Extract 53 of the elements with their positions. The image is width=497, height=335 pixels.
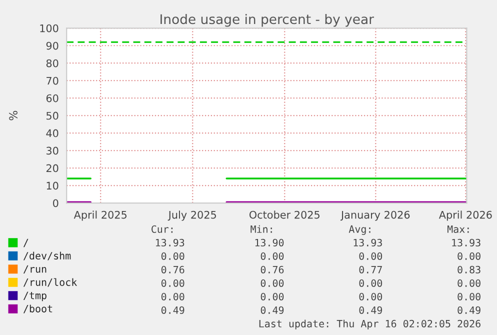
- text: Cur:: [152, 225, 173, 233]
- legend-label: /: [23, 238, 28, 248]
- text: Avg:: [348, 225, 370, 235]
- text: 13.93: [354, 238, 382, 246]
- text: 0.00: [161, 279, 184, 287]
- x-tick-label: July 2025: [168, 210, 216, 221]
- text: 0.49: [458, 306, 480, 314]
- y-tick-label: 60: [46, 94, 58, 102]
- text: 0.00: [161, 252, 184, 260]
- text: 0.00: [458, 279, 480, 287]
- text: 13.90: [255, 238, 284, 246]
- text: 0.00: [458, 292, 480, 300]
- chart-title: Inode usage in percent - by year: [160, 14, 374, 27]
- text: 13.93: [452, 238, 480, 246]
- x-tick-label: April 2025: [74, 210, 127, 221]
- legend-label: /run/lock: [23, 278, 78, 287]
- text: 0.00: [359, 292, 382, 300]
- y-tick-label: 50: [46, 112, 58, 120]
- y-tick-label: 80: [46, 59, 58, 68]
- y-axis-title: %: [9, 110, 18, 120]
- text: Last update: Thu Apr 16 02:02:05 2026: [259, 320, 480, 330]
- y-tick-label: 30: [46, 146, 58, 155]
- text: 0.76: [161, 266, 184, 274]
- x-tick-label: April 2026: [438, 210, 492, 221]
- text: 13.93: [156, 238, 184, 246]
- text: 0.00: [359, 252, 382, 260]
- text: 0.00: [260, 292, 284, 300]
- legend-label: /tmp: [23, 292, 46, 302]
- text: 0.00: [260, 252, 284, 260]
- text: Min:: [250, 225, 272, 233]
- text: 0.00: [260, 279, 284, 287]
- legend-label: /run: [23, 265, 46, 274]
- y-tick-label: 20: [46, 164, 58, 172]
- text: 0.49: [359, 306, 382, 314]
- y-tick-label: 100: [40, 24, 58, 32]
- text: 0.00: [458, 252, 480, 260]
- legend-label: /boot: [23, 304, 52, 314]
- legend-label: /dev/shm: [23, 252, 71, 260]
- text: 0.00: [359, 279, 382, 287]
- x-tick-label: January 2026: [340, 210, 410, 221]
- text: 0.49: [161, 306, 184, 314]
- y-tick-label: 90: [46, 42, 58, 50]
- y-tick-label: 10: [46, 182, 58, 190]
- text: 0.49: [260, 306, 284, 314]
- text: 0.83: [458, 266, 480, 274]
- y-tick-label: 0: [53, 199, 58, 208]
- x-tick-label: October 2025: [249, 210, 320, 219]
- text: 0.77: [359, 266, 382, 274]
- text: Max:: [447, 225, 469, 233]
- text: 0.76: [260, 266, 284, 274]
- y-tick-label: 40: [46, 129, 58, 138]
- y-tick-label: 70: [46, 76, 58, 85]
- text: 0.00: [161, 292, 184, 300]
